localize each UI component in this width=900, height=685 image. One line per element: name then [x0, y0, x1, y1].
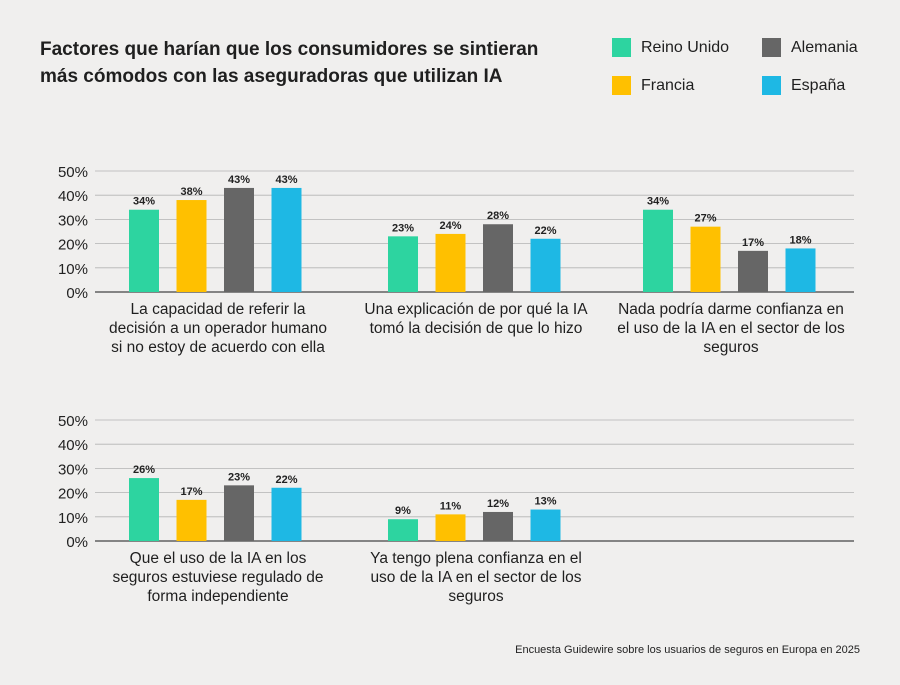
- data-label: 34%: [647, 196, 669, 208]
- bar: [483, 224, 513, 292]
- data-label: 22%: [534, 225, 556, 237]
- bar: [530, 509, 561, 541]
- data-label: 22%: [275, 474, 297, 486]
- data-label: 23%: [228, 471, 250, 483]
- data-label: 23%: [392, 222, 414, 234]
- legend-swatch: [612, 38, 631, 57]
- chart-panel-2: 0% 10% 20% 30% 40% 50% 26% 17% 23% 22% 9% 11% 12% 13%: [58, 413, 854, 551]
- legend-swatch: [762, 76, 781, 95]
- legend-item: Francia: [612, 76, 694, 95]
- chart-panel-1: 0% 10% 20% 30% 40% 50% 34% 38% 43% 43% 23% 24% 28% 22…: [58, 164, 854, 302]
- y-tick-label: 40%: [58, 437, 88, 454]
- y-tick-label: 30%: [58, 212, 88, 229]
- category-label: La capacidad de referir la decisión a un…: [108, 301, 327, 356]
- category-label: Ya tengo plena confianza en el uso de la…: [370, 550, 582, 605]
- y-tick-label: 50%: [58, 164, 88, 181]
- data-label: 17%: [742, 237, 764, 249]
- category-label: Una explicación de por qué la IA tomó la…: [364, 301, 588, 337]
- y-tick-label: 20%: [58, 486, 88, 503]
- data-label: 28%: [487, 210, 509, 222]
- legend: Reino Unido Alemania Francia España: [612, 38, 882, 108]
- y-tick-label: 20%: [58, 237, 88, 254]
- bar: [388, 519, 418, 541]
- source-note: Encuesta Guidewire sobre los usuarios de…: [515, 644, 860, 656]
- bar: [738, 250, 768, 292]
- legend-label: Francia: [641, 76, 695, 94]
- y-tick-label: 40%: [58, 188, 88, 205]
- bar: [271, 487, 302, 541]
- bar: [129, 478, 159, 541]
- data-label: 17%: [180, 486, 202, 498]
- bar: [388, 236, 418, 292]
- legend-item: Alemania: [762, 38, 858, 57]
- legend-swatch: [612, 76, 631, 95]
- bar: [224, 187, 254, 292]
- legend-item: España: [762, 76, 845, 95]
- data-label: 43%: [275, 174, 297, 186]
- bar: [435, 233, 466, 292]
- y-tick-label: 50%: [58, 413, 88, 430]
- y-tick-label: 0%: [66, 285, 88, 302]
- bar: [271, 187, 302, 292]
- legend-label: España: [791, 76, 846, 94]
- bar: [785, 248, 816, 292]
- data-label: 34%: [133, 196, 155, 208]
- bar: [176, 200, 207, 292]
- data-label: 12%: [487, 498, 509, 510]
- data-label: 13%: [534, 496, 556, 508]
- data-label: 11%: [440, 500, 462, 512]
- legend-label: Alemania: [791, 38, 858, 56]
- data-label: 24%: [439, 220, 461, 232]
- y-tick-label: 0%: [66, 534, 88, 551]
- bar: [690, 226, 721, 292]
- data-label: 9%: [395, 505, 411, 517]
- chart-title: Factores que harían que los consumidores…: [40, 39, 539, 87]
- bar: [129, 209, 159, 292]
- bar: [224, 485, 254, 541]
- data-label: 26%: [133, 464, 155, 476]
- data-label: 27%: [694, 213, 716, 225]
- bar: [176, 499, 207, 541]
- bar: [483, 511, 513, 541]
- bar: [643, 209, 673, 292]
- category-label: Nada podría darme confianza en el uso de…: [617, 301, 845, 356]
- legend-swatch: [762, 38, 781, 57]
- category-label: Que el uso de la IA en los seguros estuv…: [112, 550, 324, 605]
- y-tick-label: 10%: [58, 510, 88, 527]
- y-tick-label: 10%: [58, 261, 88, 278]
- legend-label: Reino Unido: [641, 38, 730, 56]
- y-tick-label: 30%: [58, 461, 88, 478]
- bar: [530, 238, 561, 292]
- legend-item: Reino Unido: [612, 38, 729, 57]
- data-label: 18%: [789, 234, 811, 246]
- bar: [435, 514, 466, 541]
- data-label: 43%: [228, 174, 250, 186]
- data-label: 38%: [180, 186, 202, 198]
